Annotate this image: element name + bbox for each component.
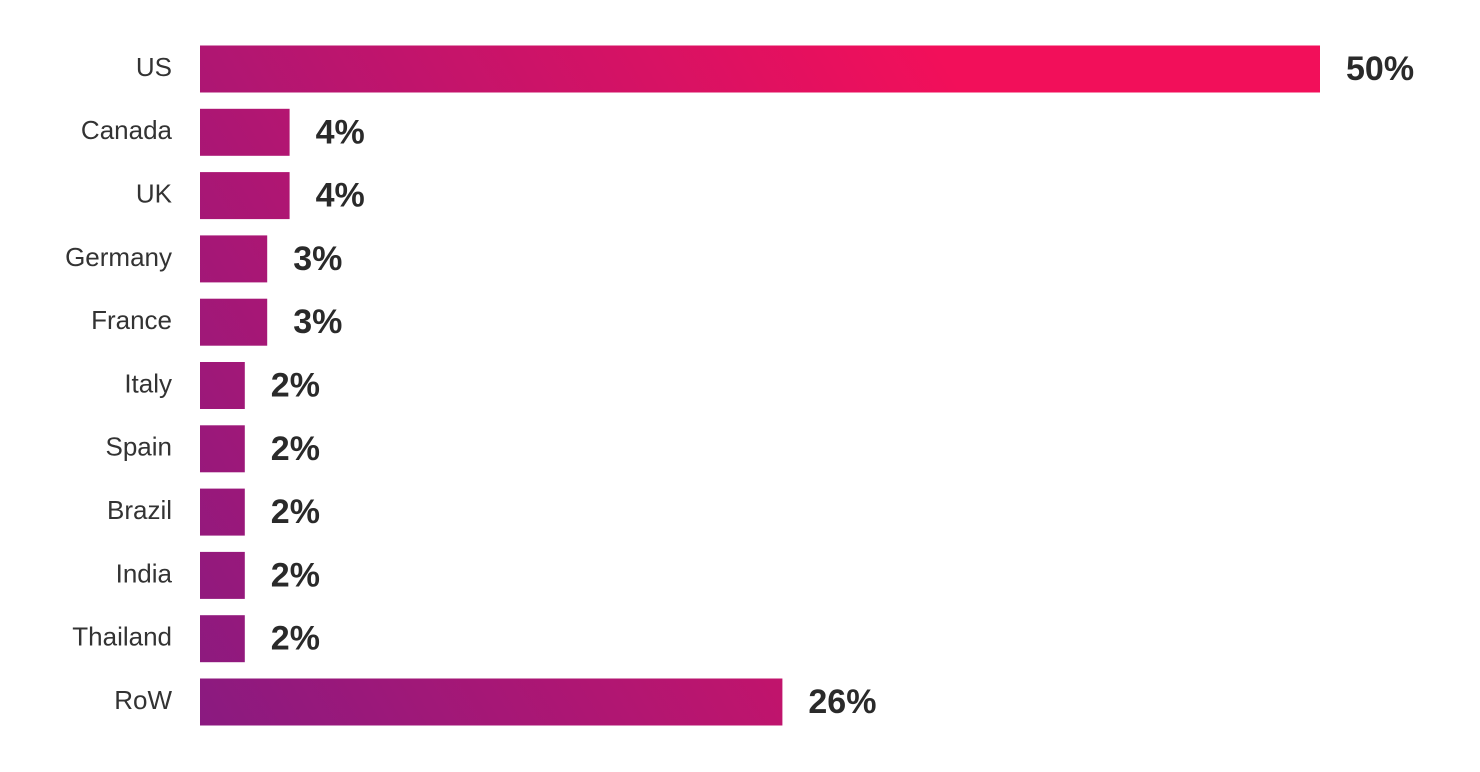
category-label: Canada (81, 115, 173, 145)
category-label: Brazil (107, 495, 172, 525)
bar (200, 235, 268, 283)
value-label: 3% (293, 240, 342, 278)
category-label: Italy (124, 368, 172, 398)
value-label: 4% (316, 113, 365, 151)
category-label: France (91, 305, 172, 335)
category-label: Spain (106, 432, 173, 462)
value-label: 2% (271, 493, 320, 531)
value-label: 2% (271, 430, 320, 468)
category-label: Thailand (72, 622, 172, 652)
bar (200, 551, 245, 599)
value-label: 50% (1346, 50, 1414, 88)
bar (200, 108, 290, 156)
bar (200, 615, 245, 663)
bar (200, 172, 290, 220)
category-label: RoW (114, 685, 172, 715)
bar (200, 425, 245, 473)
bar (200, 488, 245, 536)
bar (200, 298, 268, 346)
category-label: US (136, 52, 172, 82)
value-label: 26% (808, 683, 876, 721)
value-label: 3% (293, 303, 342, 341)
value-label: 2% (271, 366, 320, 404)
value-label: 4% (316, 177, 365, 215)
value-label: 2% (271, 556, 320, 594)
category-label: India (116, 558, 173, 588)
bar (200, 678, 783, 726)
value-label: 2% (271, 620, 320, 658)
bar (200, 45, 1320, 93)
bar (200, 362, 245, 409)
category-label: UK (136, 178, 173, 208)
category-label: Germany (65, 242, 172, 272)
